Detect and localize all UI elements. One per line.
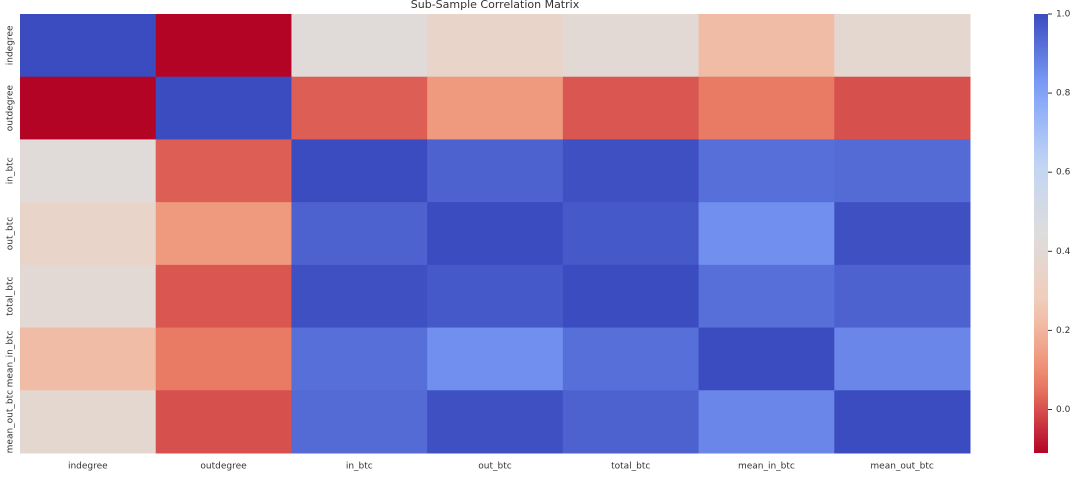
heatmap-cell [20,76,157,140]
heatmap-cell [291,327,428,391]
heatmap-cell [698,14,835,78]
y-tick-label: mean_out_btc [6,390,16,454]
heatmap-cell [155,264,292,329]
heatmap-cell [698,202,835,266]
heatmap-cell [698,327,835,391]
heatmap-cell [834,76,971,140]
heatmap-cell [291,139,428,203]
heatmap-cell [427,264,564,329]
heatmap-cell [834,139,971,203]
heatmap-cell [834,264,971,329]
colorbar-tick-label: 0.4 [1056,247,1071,257]
heatmap-cell [20,139,157,203]
heatmap-cell [291,202,428,266]
heatmap-cell [427,14,564,78]
colorbar-tick-label: 0.8 [1056,89,1071,99]
heatmap-cell [698,264,835,329]
heatmap-cell [291,14,428,78]
x-tick-label: indegree [68,462,108,472]
colorbar-tick-label: 0.2 [1056,326,1070,336]
heatmap-cell [155,327,292,391]
y-tick-label: mean_in_btc [6,330,16,387]
heatmap-cell [834,14,971,78]
heatmap-cell [427,202,564,266]
heatmap-cell [155,390,292,454]
y-tick-label: total_btc [6,277,16,316]
heatmap-cell [291,76,428,140]
heatmap-cell [427,76,564,140]
heatmap-cell [834,202,971,266]
heatmap-cell [698,139,835,203]
heatmap-cell [562,76,700,140]
y-tick-label: indegree [6,25,16,65]
colorbar-tick-label: 1.0 [1056,10,1071,20]
colorbar-tick-label: 0.0 [1056,405,1071,415]
heatmap-cell [155,76,292,140]
y-tick-label: in_btc [6,157,16,184]
heatmap-cell [291,390,428,454]
heatmap-cell [155,139,292,203]
heatmap-cell [155,202,292,266]
heatmap-cell [562,139,700,203]
chart-title: Sub-Sample Correlation Matrix [411,0,580,11]
heatmap-cell [427,390,564,454]
heatmap-cell [562,390,700,454]
x-tick-label: outdegree [200,462,247,472]
colorbar-tick-label: 0.6 [1056,168,1071,178]
heatmap-cell [20,327,157,391]
heatmap-cell [291,264,428,329]
heatmap-cell [20,14,157,78]
heatmap-cell [698,76,835,140]
heatmap-cell [562,264,700,329]
heatmap-cell [20,264,157,329]
heatmap-cell [698,390,835,454]
heatmap-cell [20,202,157,266]
y-tick-label: outdegree [6,84,16,131]
heatmap-cell [155,14,292,78]
heatmap-cell [834,327,971,391]
heatmap-cell [562,14,700,78]
y-tick-label: out_btc [6,217,16,250]
x-tick-label: mean_out_btc [870,462,934,472]
x-tick-label: in_btc [346,462,373,472]
heatmap-cell [427,327,564,391]
heatmap-cell [427,139,564,203]
heatmap-cell [20,390,157,454]
x-tick-label: total_btc [611,462,650,472]
heatmap-cell [562,202,700,266]
heatmap-cell [562,327,700,391]
colorbar [1034,14,1048,453]
x-tick-label: out_btc [478,462,511,472]
x-tick-label: mean_in_btc [738,462,795,472]
heatmap-cell [834,390,971,454]
